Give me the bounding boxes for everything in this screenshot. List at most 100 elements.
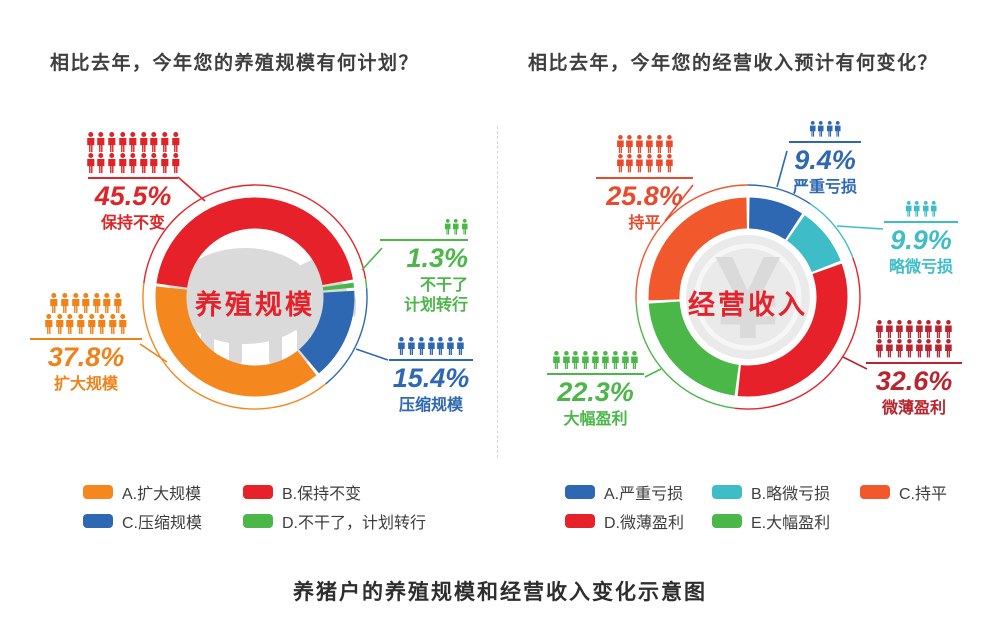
- person-icon: [655, 135, 663, 154]
- label-block-keep-unchanged: 45.5% 保持不变: [86, 132, 180, 235]
- person-icon: [87, 314, 95, 334]
- percent-value: 9.9%: [890, 224, 952, 255]
- people-icon-row: [86, 132, 180, 152]
- people-icons: [866, 320, 962, 358]
- legend-label: E.大幅盈利: [751, 514, 831, 532]
- person-icon: [876, 320, 883, 339]
- legend-label: C.持平: [899, 485, 948, 503]
- outline-ring-segment: [747, 184, 811, 205]
- people-icon-row: [86, 153, 180, 173]
- person-icon: [905, 339, 913, 358]
- people-icon-row: [809, 121, 842, 137]
- yuan-symbol: ¥: [715, 232, 781, 364]
- person-icon: [616, 135, 624, 154]
- right-legend: A.严重亏损 B.略微亏损 C.持平 D.微薄盈利 E.大幅盈利: [565, 478, 947, 534]
- legend-label: A.扩大规模: [122, 485, 202, 503]
- label-underline: [547, 373, 644, 376]
- person-icon: [140, 132, 148, 152]
- leader-line: [776, 150, 788, 188]
- donut-segment: [648, 300, 740, 396]
- person-icon: [552, 351, 560, 370]
- answer-label: 保持不变: [100, 215, 165, 233]
- label-underline: [389, 359, 473, 362]
- person-icon: [45, 314, 53, 334]
- person-icon: [119, 314, 127, 334]
- person-icon: [427, 337, 435, 356]
- donut-segment: [648, 197, 748, 301]
- leader-line: [139, 343, 168, 363]
- legend-swatch: [712, 484, 742, 499]
- person-icon: [444, 219, 451, 235]
- legend-item: A.严重亏损: [565, 478, 712, 505]
- people-icon-row: [616, 135, 674, 154]
- person-icon: [108, 314, 117, 334]
- percent-value: 37.8%: [47, 342, 125, 372]
- donut-segment: [298, 290, 355, 374]
- outline-ring-segment: [809, 203, 854, 258]
- people-icon-row: [49, 293, 122, 313]
- legend-label: A.严重亏损: [604, 485, 684, 503]
- donut-segment: [786, 215, 841, 273]
- person-icon: [809, 121, 816, 137]
- person-icon: [55, 314, 64, 334]
- person-icon: [582, 351, 589, 370]
- answer-label: 压缩规模: [398, 397, 463, 415]
- outline-ring-segment: [142, 283, 327, 410]
- label-block-quit-switch: 1.3% 不干了 计划转行: [380, 219, 468, 317]
- legend-label: D.微薄盈利: [604, 514, 685, 532]
- person-icon: [626, 154, 634, 173]
- person-icon: [87, 132, 95, 152]
- person-icon: [626, 135, 634, 154]
- divider-line: [497, 126, 498, 458]
- people-icons: [86, 132, 180, 173]
- answer-label: 微薄盈利: [881, 399, 946, 417]
- person-icon: [408, 337, 415, 356]
- leader-line: [355, 348, 389, 361]
- person-icon: [834, 121, 841, 137]
- person-icon: [905, 201, 912, 217]
- donut-segment: [156, 197, 353, 289]
- person-icon: [97, 153, 105, 173]
- legend-swatch: [243, 513, 273, 528]
- people-icons: [596, 135, 693, 173]
- leader-line: [177, 176, 206, 202]
- leader-line: [644, 368, 662, 378]
- person-icon: [103, 293, 111, 313]
- person-icon: [616, 154, 624, 173]
- label-underline: [866, 361, 962, 364]
- person-icon: [114, 293, 122, 313]
- person-icon: [886, 320, 893, 339]
- people-icons: [380, 219, 468, 235]
- legend-label: D.不干了，计划转行: [282, 514, 427, 532]
- outline-ring-segment: [143, 184, 367, 284]
- person-icon: [452, 219, 459, 235]
- person-icon: [913, 201, 920, 217]
- people-icon-row: [397, 337, 465, 356]
- left-legend: A.扩大规模 B.保持不变 C.压缩规模 D.不干了，计划转行: [83, 478, 426, 534]
- person-icon: [665, 135, 673, 154]
- person-icon: [150, 132, 158, 152]
- person-icon: [50, 293, 58, 313]
- person-icon: [171, 153, 179, 173]
- leader-line: [361, 247, 383, 271]
- person-icon: [129, 132, 137, 152]
- percent-value: 9.4%: [794, 144, 856, 175]
- legend-swatch: [860, 484, 890, 499]
- person-icon: [922, 201, 929, 217]
- legend-item: B.略微亏损: [712, 478, 860, 505]
- person-icon: [631, 351, 639, 370]
- question-title-left: 相比去年，今年您的养殖规模有何计划？: [50, 53, 420, 74]
- person-icon: [398, 337, 405, 356]
- person-icon: [925, 339, 933, 358]
- person-icon: [905, 320, 913, 339]
- person-icon: [636, 135, 643, 154]
- person-icon: [592, 351, 599, 370]
- people-icon-row: [905, 201, 938, 217]
- legend-label: C.压缩规模: [122, 514, 203, 532]
- person-icon: [108, 132, 116, 152]
- person-icon: [461, 219, 468, 235]
- person-icon: [77, 314, 85, 334]
- legend-item: A.扩大规模: [83, 478, 243, 505]
